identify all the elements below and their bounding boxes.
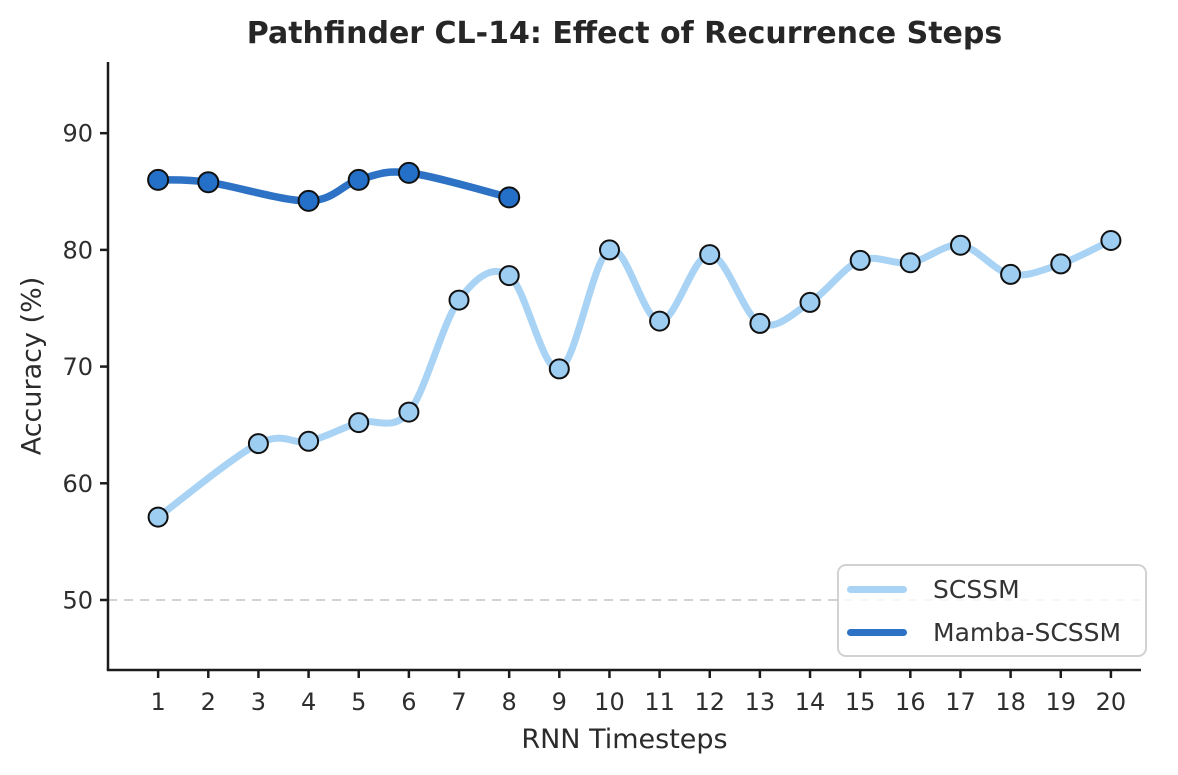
- x-tick-label: 5: [351, 688, 366, 716]
- scssm-point: [247, 433, 269, 455]
- x-tick-label: 11: [644, 688, 675, 716]
- mamba-scssm-point: [347, 168, 370, 191]
- x-tick-label: 20: [1096, 688, 1127, 716]
- y-tick-label: 70: [62, 353, 93, 381]
- mamba-scssm-point: [297, 189, 320, 212]
- scssm-point: [799, 291, 821, 313]
- x-tick-label: 14: [795, 688, 826, 716]
- mamba-scssm-point: [498, 186, 521, 209]
- scssm-point: [749, 312, 771, 334]
- mamba-scssm-point: [147, 168, 170, 191]
- chart-title: Pathfinder CL-14: Effect of Recurrence S…: [246, 16, 1003, 51]
- scssm-point: [699, 244, 721, 266]
- x-tick-label: 10: [594, 688, 625, 716]
- x-tick-label: 2: [201, 688, 216, 716]
- scssm-point: [1000, 263, 1022, 285]
- x-tick-label: 18: [995, 688, 1026, 716]
- scssm-point: [498, 265, 520, 287]
- mamba-scssm-point: [397, 161, 420, 184]
- scssm-point: [298, 430, 320, 452]
- scssm-line-swatch: [847, 585, 907, 593]
- x-tick-label: 4: [301, 688, 316, 716]
- legend-label-scssm: SCSSM: [933, 574, 1020, 604]
- y-tick-label: 80: [62, 236, 93, 264]
- x-tick-label: 8: [502, 688, 517, 716]
- scssm-point: [1100, 230, 1122, 251]
- x-tick-label: 16: [895, 688, 926, 716]
- legend-entry-scssm: SCSSM: [839, 575, 1145, 604]
- legend: SCSSM Mamba-SCSSM: [837, 564, 1147, 657]
- scssm-point: [599, 239, 620, 261]
- scssm-point: [548, 358, 570, 380]
- scssm-point: [849, 249, 871, 271]
- scssm-point: [398, 401, 420, 423]
- y-tick-label: 60: [62, 470, 93, 498]
- y-tick-label: 50: [62, 586, 93, 614]
- scssm-point: [649, 310, 671, 332]
- x-tick-label: 15: [845, 688, 876, 716]
- x-tick-label: 19: [1045, 688, 1076, 716]
- x-tick-label: 13: [745, 688, 776, 716]
- legend-entry-mamba-scssm: Mamba-SCSSM: [839, 618, 1145, 647]
- x-tick-label: 3: [251, 688, 266, 716]
- scssm-line: [154, 237, 1115, 521]
- y-axis-label: Accuracy (%): [16, 276, 48, 456]
- x-axis-label: RNN Timesteps: [521, 724, 728, 755]
- x-tick-label: 9: [552, 688, 567, 716]
- x-tick-label: 6: [401, 688, 416, 716]
- x-tick-label: 17: [945, 688, 976, 716]
- x-tick-label: 1: [151, 688, 166, 716]
- x-tick-label: 7: [451, 688, 466, 716]
- scssm-point: [1050, 253, 1072, 275]
- x-tick-label: 12: [694, 688, 725, 716]
- scssm-point: [147, 506, 169, 528]
- scssm-point: [899, 252, 921, 274]
- y-tick-label: 90: [62, 120, 93, 148]
- mamba-scssm-point: [197, 171, 220, 194]
- scssm-point: [448, 289, 470, 311]
- mamba-scssm-line-swatch: [847, 628, 907, 636]
- scssm-point: [348, 412, 370, 434]
- scssm-point: [950, 234, 971, 256]
- legend-label-mamba-scssm: Mamba-SCSSM: [933, 617, 1122, 647]
